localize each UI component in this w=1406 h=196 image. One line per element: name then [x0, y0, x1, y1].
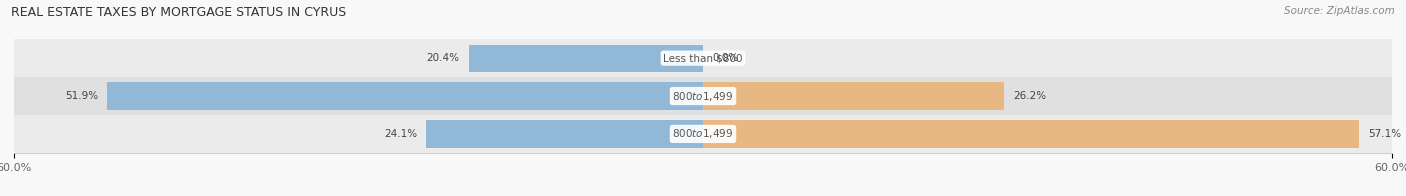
Bar: [14, 39, 1392, 77]
Text: 20.4%: 20.4%: [426, 53, 460, 63]
Bar: [14, 77, 1392, 115]
Text: Less than $800: Less than $800: [664, 53, 742, 63]
Text: 51.9%: 51.9%: [65, 91, 98, 101]
Bar: [468, 44, 703, 72]
Text: $800 to $1,499: $800 to $1,499: [672, 90, 734, 103]
Text: 57.1%: 57.1%: [1368, 129, 1400, 139]
Bar: [703, 82, 1004, 110]
Bar: [14, 115, 1392, 153]
Bar: [426, 120, 703, 148]
Text: 26.2%: 26.2%: [1012, 91, 1046, 101]
Bar: [703, 120, 1358, 148]
Bar: [107, 82, 703, 110]
Text: 24.1%: 24.1%: [384, 129, 418, 139]
Text: 0.0%: 0.0%: [713, 53, 738, 63]
Text: Source: ZipAtlas.com: Source: ZipAtlas.com: [1284, 6, 1395, 16]
Text: $800 to $1,499: $800 to $1,499: [672, 127, 734, 140]
Text: REAL ESTATE TAXES BY MORTGAGE STATUS IN CYRUS: REAL ESTATE TAXES BY MORTGAGE STATUS IN …: [11, 6, 346, 19]
Legend: Without Mortgage, With Mortgage: Without Mortgage, With Mortgage: [578, 195, 828, 196]
